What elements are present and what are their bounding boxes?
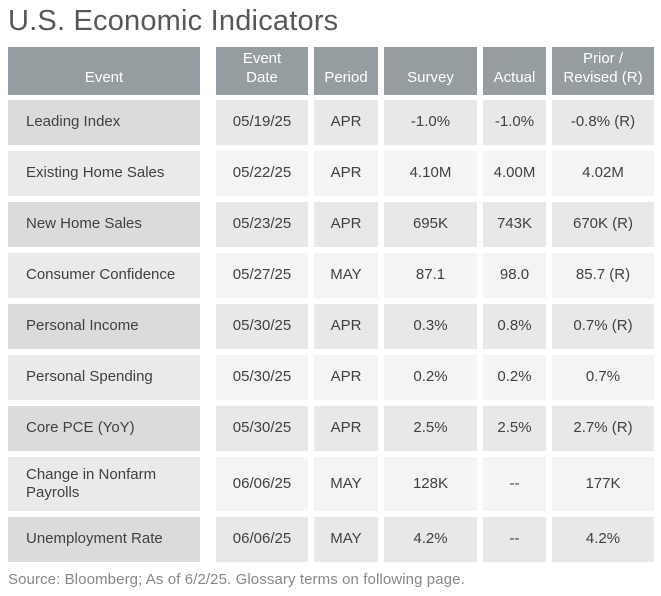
period-cell: APR — [314, 303, 378, 349]
event-cell: Unemployment Rate — [8, 516, 200, 562]
column-header-actual: Actual — [483, 46, 546, 95]
period-cell: APR — [314, 99, 378, 145]
date-cell: 06/06/25 — [216, 456, 308, 511]
prior-cell: 85.7 (R) — [552, 252, 654, 298]
column-header-survey: Survey — [384, 46, 477, 95]
event-cell: Leading Index — [8, 99, 200, 145]
event-cell: New Home Sales — [8, 201, 200, 247]
survey-cell: 4.2% — [384, 516, 477, 562]
survey-cell: 4.10M — [384, 150, 477, 196]
survey-cell: -1.0% — [384, 99, 477, 145]
actual-cell: -- — [483, 456, 546, 511]
page-title: U.S. Economic Indicators — [8, 5, 339, 37]
date-cell: 05/30/25 — [216, 303, 308, 349]
column-header-prior-revised: Prior / Revised (R) — [552, 46, 654, 95]
survey-cell: 87.1 — [384, 252, 477, 298]
survey-cell: 2.5% — [384, 405, 477, 451]
prior-cell: 0.7% — [552, 354, 654, 400]
actual-cell: 2.5% — [483, 405, 546, 451]
table-row-unemployment-rate: Unemployment Rate 06/06/25 MAY 4.2% -- 4… — [8, 516, 654, 562]
date-cell: 05/30/25 — [216, 405, 308, 451]
source-note: Source: Bloomberg; As of 6/2/25. Glossar… — [8, 570, 465, 588]
table-row-personal-spending: Personal Spending 05/30/25 APR 0.2% 0.2%… — [8, 354, 654, 400]
actual-cell: 743K — [483, 201, 546, 247]
column-header-event: Event — [8, 46, 200, 95]
prior-cell: 2.7% (R) — [552, 405, 654, 451]
date-cell: 05/19/25 — [216, 99, 308, 145]
actual-cell: 0.2% — [483, 354, 546, 400]
date-cell: 05/30/25 — [216, 354, 308, 400]
event-cell: Existing Home Sales — [8, 150, 200, 196]
table-row-leading-index: Leading Index 05/19/25 APR -1.0% -1.0% -… — [8, 99, 654, 145]
prior-cell: 177K — [552, 456, 654, 511]
prior-cell: 670K (R) — [552, 201, 654, 247]
table-row-new-home-sales: New Home Sales 05/23/25 APR 695K 743K 67… — [8, 201, 654, 247]
table-header-row: Event Event Date Period Survey Actual Pr… — [8, 46, 654, 95]
period-cell: APR — [314, 405, 378, 451]
table-row-existing-home-sales: Existing Home Sales 05/22/25 APR 4.10M 4… — [8, 150, 654, 196]
actual-cell: 4.00M — [483, 150, 546, 196]
event-cell: Core PCE (YoY) — [8, 405, 200, 451]
prior-cell: 4.02M — [552, 150, 654, 196]
table-row-nonfarm-payrolls: Change in Nonfarm Payrolls 06/06/25 MAY … — [8, 456, 654, 511]
survey-cell: 695K — [384, 201, 477, 247]
survey-cell: 128K — [384, 456, 477, 511]
actual-cell: -1.0% — [483, 99, 546, 145]
event-cell: Personal Income — [8, 303, 200, 349]
period-cell: MAY — [314, 252, 378, 298]
column-header-period: Period — [314, 46, 378, 95]
table-row-core-pce: Core PCE (YoY) 05/30/25 APR 2.5% 2.5% 2.… — [8, 405, 654, 451]
date-cell: 05/23/25 — [216, 201, 308, 247]
period-cell: APR — [314, 354, 378, 400]
actual-cell: -- — [483, 516, 546, 562]
prior-cell: -0.8% (R) — [552, 99, 654, 145]
event-cell: Change in Nonfarm Payrolls — [8, 456, 200, 511]
column-header-event-date: Event Date — [216, 46, 308, 95]
date-cell: 06/06/25 — [216, 516, 308, 562]
actual-cell: 0.8% — [483, 303, 546, 349]
period-cell: MAY — [314, 456, 378, 511]
prior-cell: 4.2% — [552, 516, 654, 562]
table-row-consumer-confidence: Consumer Confidence 05/27/25 MAY 87.1 98… — [8, 252, 654, 298]
period-cell: MAY — [314, 516, 378, 562]
event-cell: Personal Spending — [8, 354, 200, 400]
survey-cell: 0.3% — [384, 303, 477, 349]
table-row-personal-income: Personal Income 05/30/25 APR 0.3% 0.8% 0… — [8, 303, 654, 349]
date-cell: 05/27/25 — [216, 252, 308, 298]
actual-cell: 98.0 — [483, 252, 546, 298]
economic-indicators-table: Event Event Date Period Survey Actual Pr… — [8, 46, 654, 562]
event-cell: Consumer Confidence — [8, 252, 200, 298]
period-cell: APR — [314, 150, 378, 196]
survey-cell: 0.2% — [384, 354, 477, 400]
period-cell: APR — [314, 201, 378, 247]
date-cell: 05/22/25 — [216, 150, 308, 196]
prior-cell: 0.7% (R) — [552, 303, 654, 349]
